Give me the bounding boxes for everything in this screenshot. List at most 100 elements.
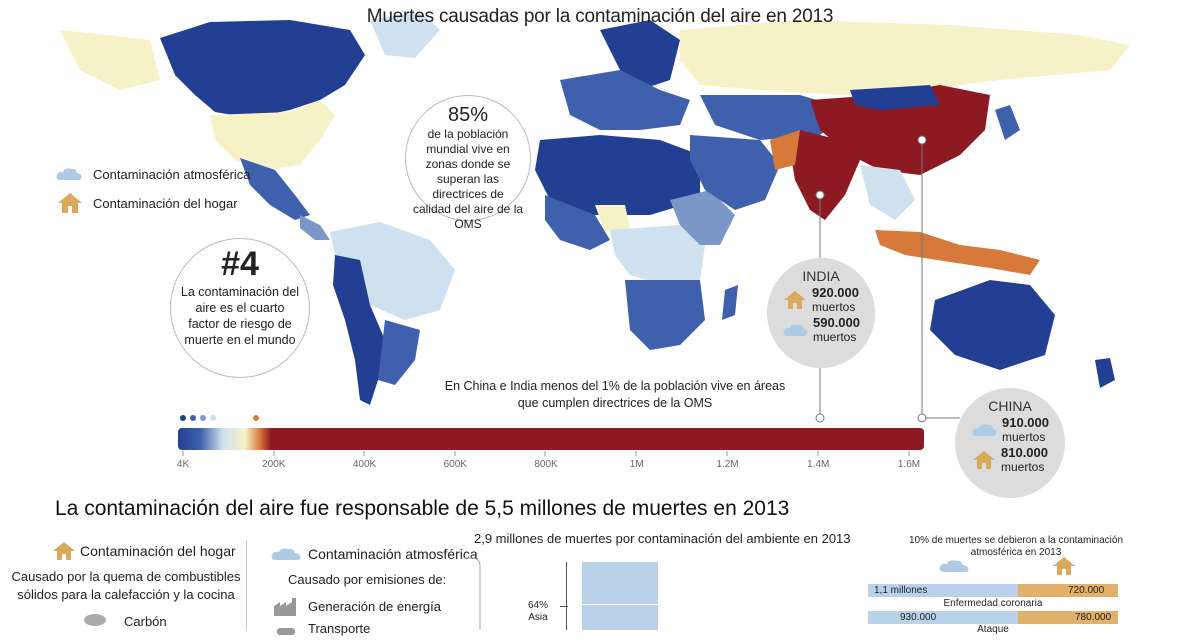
china-atmospheric-stat: 910.000 muertos xyxy=(955,416,1065,444)
ambient-pct: 64% xyxy=(527,600,548,611)
scale-tick-label: 1M xyxy=(629,459,644,470)
scale-tick-label: 1.4M xyxy=(807,459,830,470)
map-north-africa xyxy=(535,135,700,215)
callout-4-text: La contaminación del aire es el cuarto f… xyxy=(180,285,300,347)
map-west-africa xyxy=(545,195,610,250)
india-atmospheric-stat: 590.000 muertos xyxy=(767,316,875,344)
row1-atmospheric-bar xyxy=(868,584,1018,597)
map-se-asia xyxy=(860,165,915,220)
ambient-axis xyxy=(566,562,573,630)
map-australia xyxy=(930,280,1055,370)
map-mexico xyxy=(240,158,310,220)
ambient-bar-divider xyxy=(582,604,658,605)
china-atmospheric-value: 910.000 xyxy=(1002,415,1049,430)
row2-household-bar xyxy=(1018,611,1118,624)
map-greenland xyxy=(370,12,440,58)
scale-tick-label: 400K xyxy=(352,459,377,470)
legend-household: Contaminación del hogar xyxy=(57,192,238,214)
map-europe xyxy=(560,70,690,130)
household-title: Contaminación del hogar xyxy=(80,543,236,559)
ambient-bar xyxy=(582,562,658,630)
legend-household-label: Contaminación del hogar xyxy=(93,195,238,211)
map-middle-east xyxy=(690,135,780,210)
map-south-america-south xyxy=(378,320,420,385)
house-icon xyxy=(973,451,995,469)
factory-icon xyxy=(272,596,298,623)
legend-atmospheric: Contaminación atmosférica xyxy=(55,166,251,182)
map-canada xyxy=(160,20,365,118)
bracket-line xyxy=(460,557,481,630)
legend-atmospheric-label: Contaminación atmosférica xyxy=(93,166,251,182)
house-icon xyxy=(1053,557,1075,575)
map-pakistan xyxy=(770,130,800,170)
callout-85-text: de la población mundial vive en zonas do… xyxy=(412,127,524,231)
household-section-title: Contaminación del hogar xyxy=(52,541,236,561)
china-household-stat: 810.000 muertos xyxy=(955,446,1065,474)
map-scandinavia xyxy=(600,20,680,90)
house-icon xyxy=(58,193,82,213)
atmospheric-item-transport: Transporte xyxy=(308,621,371,636)
scale-tick-label: 600K xyxy=(443,459,467,470)
map-central-africa xyxy=(610,225,705,285)
ambient-title: 2,9 millones de muertes por contaminació… xyxy=(474,531,851,546)
row1-right-value: 720.000 xyxy=(1068,585,1105,596)
map-alaska xyxy=(60,30,160,90)
india-household-unit: muertos xyxy=(812,300,856,314)
callout-rank-4: #4 La contaminación del aire es el cuart… xyxy=(170,238,310,378)
callout-4-value: #4 xyxy=(221,245,259,283)
atmospheric-section-title: Contaminación atmosférica xyxy=(270,546,478,562)
right-panel-title: 10% de muertes se debieron a la contamin… xyxy=(908,535,1124,558)
scale-tick-label: 800K xyxy=(534,459,558,470)
household-desc: Causado por la quema de combustibles sól… xyxy=(11,569,241,602)
row2-atmospheric-bar xyxy=(868,611,1018,624)
scale-tick-label: 1.2M xyxy=(716,459,739,470)
map-china xyxy=(810,85,990,175)
house-icon xyxy=(53,542,75,560)
scale-tick-label: 1.6M xyxy=(897,459,921,470)
bottom-headline: La contaminación del aire fue responsabl… xyxy=(55,497,790,520)
map-korea-japan xyxy=(995,105,1020,140)
house-icon xyxy=(784,291,806,309)
household-item-coal: Carbón xyxy=(124,614,167,629)
row1-left-value: 1,1 millones xyxy=(874,585,928,596)
china-name: CHINA xyxy=(988,398,1032,414)
india-household-stat: 920.000 muertos xyxy=(767,286,875,314)
callout-85-percent: 85% de la población mundial vive en zona… xyxy=(405,95,531,231)
india-badge: INDIA 920.000 muertos 590.000 muertos xyxy=(767,258,875,368)
india-atmospheric-unit: muertos xyxy=(813,330,857,344)
map-new-zealand xyxy=(1095,358,1115,388)
color-scale-bar xyxy=(178,428,924,450)
car-icon xyxy=(276,622,296,640)
ambient-label: 64% Asia xyxy=(524,600,552,624)
ambient-tick xyxy=(560,606,568,607)
coal-icon xyxy=(82,612,108,628)
india-atmospheric-value: 590.000 xyxy=(813,315,860,330)
map-usa xyxy=(210,100,335,170)
scale-tick-label: 4K xyxy=(176,459,190,470)
map-mongolia xyxy=(850,85,940,110)
section-divider xyxy=(246,540,247,630)
cloud-icon xyxy=(939,560,969,572)
atmospheric-desc: Causado por emisiones de: xyxy=(288,572,447,587)
map-russia xyxy=(680,20,1130,95)
scale-tick-label: 200K xyxy=(262,459,286,470)
china-badge: CHINA 910.000 muertos 810.000 muertos xyxy=(955,388,1065,498)
map-east-africa xyxy=(670,190,735,245)
atmospheric-title: Contaminación atmosférica xyxy=(308,546,478,562)
china-household-value: 810.000 xyxy=(1001,445,1048,460)
atmospheric-item-energy: Generación de energía xyxy=(308,599,441,614)
row2-right-value: 780.000 xyxy=(1075,612,1112,623)
cloud-icon xyxy=(783,324,808,336)
row1-caption: Enfermedad coronaria xyxy=(943,598,1043,609)
callout-85-value: 85% xyxy=(447,104,489,126)
ambient-region: Asia xyxy=(528,612,548,623)
cloud-icon xyxy=(972,424,997,436)
india-name: INDIA xyxy=(802,268,840,284)
china-india-note: En China e India menos del 1% de la pobl… xyxy=(444,379,786,410)
cloud-icon xyxy=(56,168,82,180)
row2-left-value: 930.000 xyxy=(900,612,937,623)
map-central-america xyxy=(300,215,330,240)
map-madagascar xyxy=(722,285,738,320)
china-household-unit: muertos xyxy=(1001,460,1045,474)
